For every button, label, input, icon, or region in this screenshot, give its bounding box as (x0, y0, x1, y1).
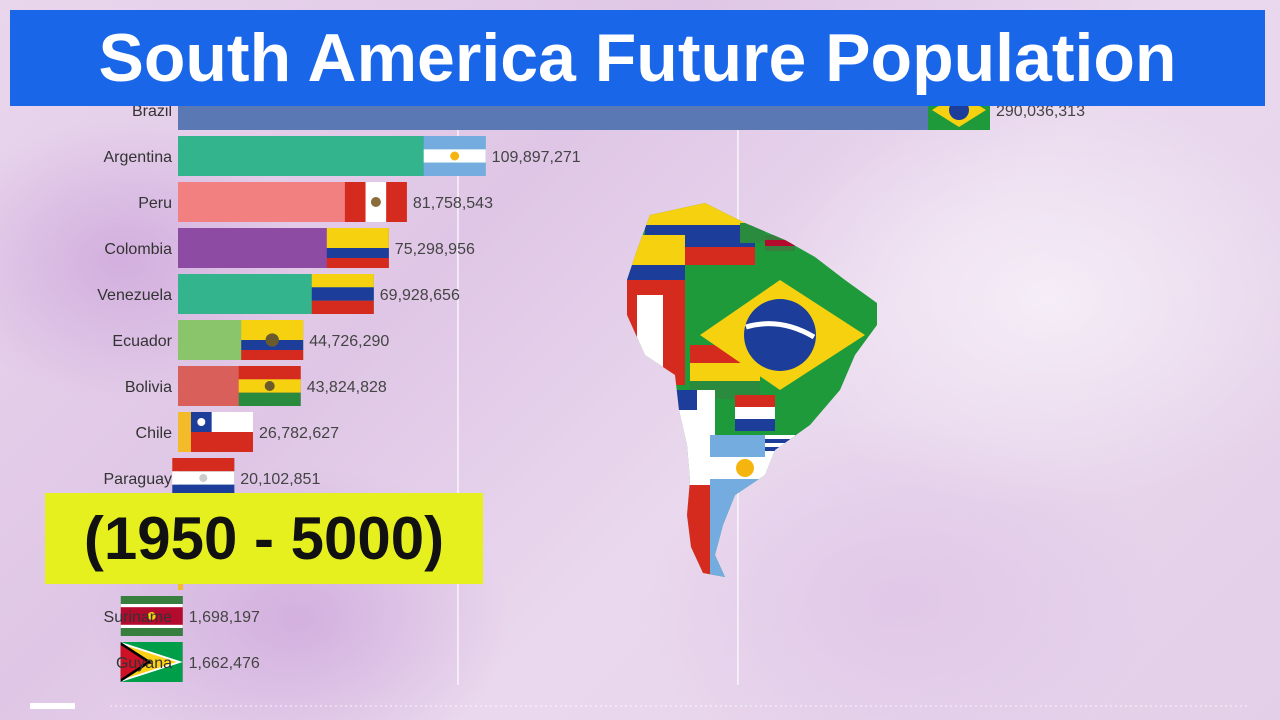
year-range-banner: (1950 - 5000) (45, 493, 483, 584)
category-label: Bolivia (125, 379, 172, 396)
venezuela-flag-icon (311, 274, 374, 314)
value-label: 43,824,828 (307, 379, 387, 396)
category-label: Brazil (132, 103, 172, 120)
category-label: Argentina (104, 149, 173, 166)
value-label: 290,036,313 (996, 103, 1085, 120)
category-label: Paraguay (104, 471, 173, 488)
title-banner: South America Future Population (10, 10, 1265, 106)
category-label: Venezuela (97, 287, 172, 304)
paraguay-flag-icon (172, 458, 235, 498)
category-label: Guyana (116, 655, 172, 672)
value-label: 109,897,271 (492, 149, 581, 166)
value-label: 1,662,476 (189, 655, 260, 672)
value-label: 75,298,956 (395, 241, 475, 258)
ecuador-flag-icon (241, 320, 304, 360)
value-label: 81,758,543 (413, 195, 493, 212)
south-america-map-icon (627, 203, 877, 577)
year-range-label: (1950 - 5000) (83, 505, 445, 572)
category-label: Peru (138, 195, 172, 212)
value-label: 20,102,851 (240, 471, 320, 488)
category-label: Ecuador (112, 333, 172, 350)
colombia-flag-icon (326, 228, 389, 268)
category-label: Chile (136, 425, 173, 442)
category-label: Colombia (104, 241, 172, 258)
value-label: 1,698,197 (189, 609, 260, 626)
value-label: 26,782,627 (259, 425, 339, 442)
chile-flag-icon (190, 412, 253, 452)
category-label: Suriname (104, 609, 173, 626)
argentina-flag-icon (423, 136, 486, 176)
page-title: South America Future Population (98, 20, 1177, 96)
value-label: 69,928,656 (380, 287, 460, 304)
timeline-progress (30, 703, 1250, 709)
bolivia-flag-icon (238, 366, 301, 406)
guyana-flag-icon (120, 642, 183, 682)
value-label: 44,726,290 (309, 333, 389, 350)
peru-flag-icon (344, 182, 407, 222)
suriname-flag-icon (120, 596, 183, 636)
